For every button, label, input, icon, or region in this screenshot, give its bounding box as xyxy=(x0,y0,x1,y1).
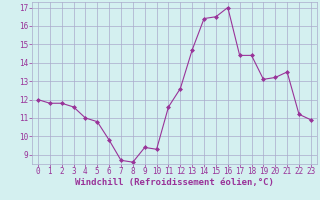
X-axis label: Windchill (Refroidissement éolien,°C): Windchill (Refroidissement éolien,°C) xyxy=(75,178,274,187)
